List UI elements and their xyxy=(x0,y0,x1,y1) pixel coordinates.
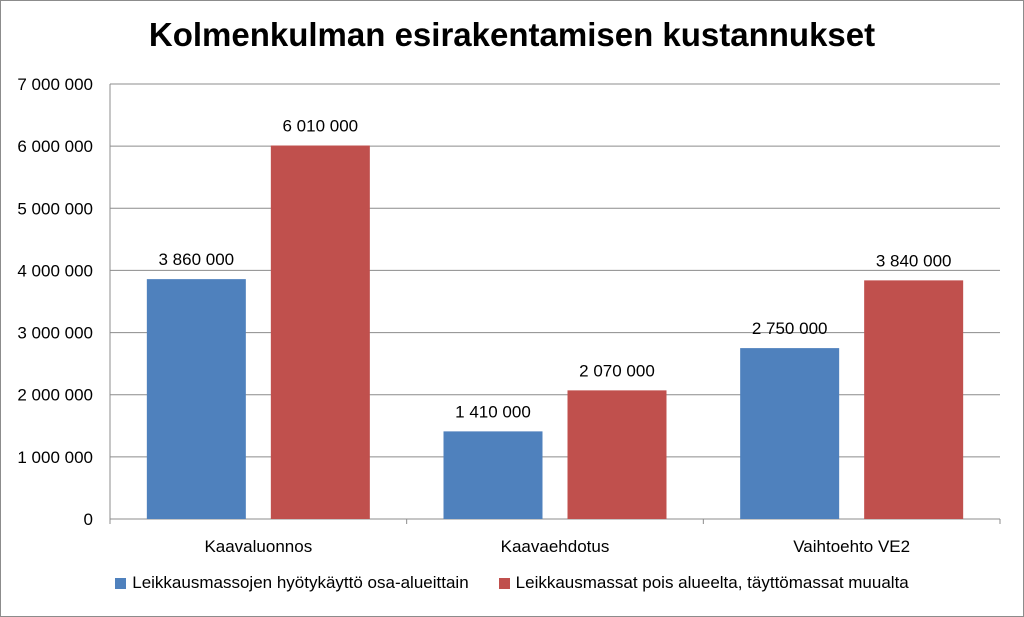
bar-1 xyxy=(146,279,246,519)
legend-item-series-2: Leikkausmassat pois alueelta, täyttömass… xyxy=(498,573,909,593)
chart-legend: Leikkausmassojen hyötykäyttö osa-alueitt… xyxy=(0,573,1024,593)
y-tick-label: 0 xyxy=(84,510,93,529)
y-tick-label: 6 000 000 xyxy=(17,137,93,156)
chart-title: Kolmenkulman esirakentamisen kustannukse… xyxy=(148,16,876,53)
y-tick-label: 7 000 000 xyxy=(17,75,93,94)
bar-2 xyxy=(567,390,667,519)
legend-swatch-series-1 xyxy=(115,577,127,589)
x-category-label: Vaihtoehto VE2 xyxy=(793,537,910,556)
x-category-label: Kaavaehdotus xyxy=(501,537,610,556)
bar-1 xyxy=(740,348,840,519)
data-label: 6 010 000 xyxy=(283,117,359,136)
legend-swatch-series-2 xyxy=(498,577,510,589)
y-tick-label: 2 000 000 xyxy=(17,386,93,405)
data-label: 1 410 000 xyxy=(455,402,531,421)
y-tick-label: 4 000 000 xyxy=(17,261,93,280)
legend-item-series-1: Leikkausmassojen hyötykäyttö osa-alueitt… xyxy=(115,573,469,593)
data-label: 2 750 000 xyxy=(752,319,828,338)
y-tick-label: 3 000 000 xyxy=(17,324,93,343)
data-label: 3 860 000 xyxy=(159,250,235,269)
data-label: 3 840 000 xyxy=(876,251,952,270)
bar-1 xyxy=(443,431,543,519)
data-label: 2 070 000 xyxy=(579,361,655,380)
y-tick-label: 1 000 000 xyxy=(17,448,93,467)
y-tick-label: 5 000 000 xyxy=(17,199,93,218)
bar-2 xyxy=(864,280,964,519)
legend-label-series-2: Leikkausmassat pois alueelta, täyttömass… xyxy=(515,573,909,592)
legend-label-series-1: Leikkausmassojen hyötykäyttö osa-alueitt… xyxy=(132,573,469,592)
x-category-label: Kaavaluonnos xyxy=(204,537,312,556)
bar-2 xyxy=(270,145,370,519)
